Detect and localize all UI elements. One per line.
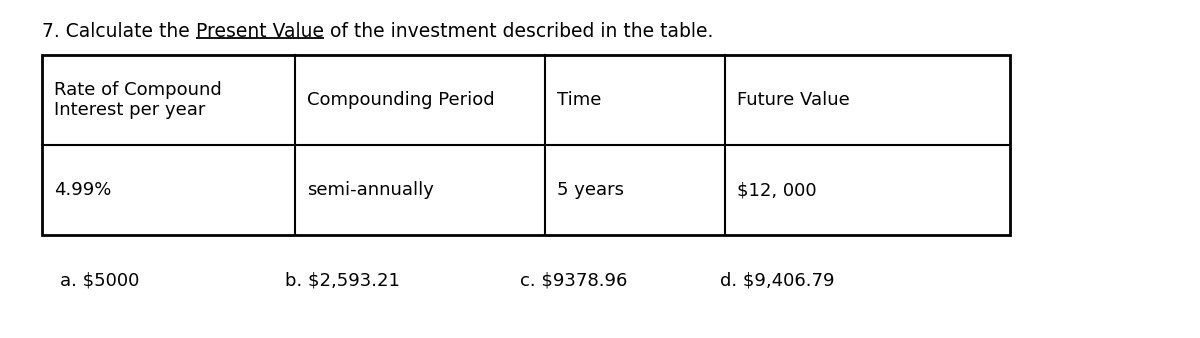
Text: of the investment described in the table.: of the investment described in the table… bbox=[324, 22, 713, 41]
Text: a. $5000: a. $5000 bbox=[60, 271, 139, 289]
Text: 7. Calculate the: 7. Calculate the bbox=[42, 22, 196, 41]
Text: Time: Time bbox=[557, 91, 601, 109]
Text: 5 years: 5 years bbox=[557, 181, 624, 199]
Text: Present Value: Present Value bbox=[196, 22, 324, 41]
Text: b. $2,593.21: b. $2,593.21 bbox=[286, 271, 400, 289]
Text: Compounding Period: Compounding Period bbox=[307, 91, 494, 109]
Text: semi-annually: semi-annually bbox=[307, 181, 434, 199]
Text: Future Value: Future Value bbox=[737, 91, 850, 109]
Text: Rate of Compound
Interest per year: Rate of Compound Interest per year bbox=[54, 80, 222, 119]
Text: c. $9378.96: c. $9378.96 bbox=[520, 271, 628, 289]
Text: d. $9,406.79: d. $9,406.79 bbox=[720, 271, 834, 289]
Text: 4.99%: 4.99% bbox=[54, 181, 112, 199]
Bar bbox=[42, 55, 1010, 235]
Text: $12, 000: $12, 000 bbox=[737, 181, 817, 199]
